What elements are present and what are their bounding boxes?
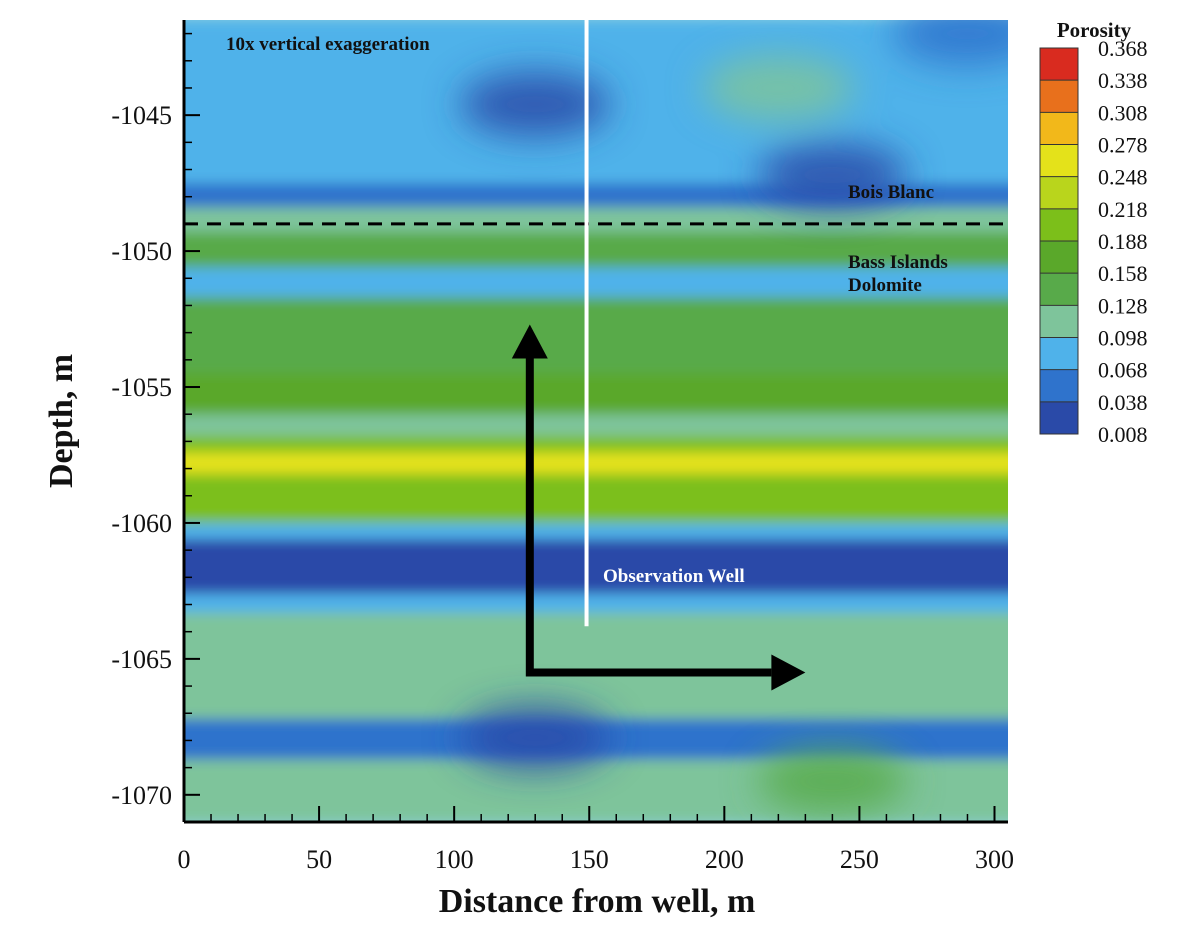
colorbar-swatch bbox=[1040, 273, 1078, 306]
y-tick-label: -1055 bbox=[111, 373, 172, 402]
porosity-band bbox=[184, 612, 1008, 719]
porosity-feature bbox=[892, 20, 1008, 66]
colorbar-level-label: 0.308 bbox=[1098, 100, 1148, 125]
colorbar-level-label: 0.338 bbox=[1098, 68, 1148, 93]
y-axis-title: Depth, m bbox=[43, 354, 80, 488]
porosity-band bbox=[184, 593, 1008, 613]
colorbar-swatch bbox=[1040, 144, 1078, 178]
porosity-band bbox=[184, 373, 1008, 415]
flow-arrow-head-up bbox=[511, 324, 548, 359]
y-tick-label: -1065 bbox=[111, 645, 172, 674]
x-tick-label: 250 bbox=[840, 845, 879, 874]
colorbar-level-label: 0.248 bbox=[1098, 165, 1148, 190]
porosity-band bbox=[184, 452, 1008, 475]
porosity-feature bbox=[757, 142, 908, 207]
x-tick-label: 200 bbox=[705, 845, 744, 874]
porosity-field-bands bbox=[184, 20, 1008, 822]
colorbar-swatch bbox=[1040, 48, 1078, 81]
colorbar-swatch bbox=[1040, 176, 1078, 210]
colorbar-swatch bbox=[1040, 241, 1078, 274]
y-tick-label: -1045 bbox=[111, 101, 172, 130]
x-tick-label: 300 bbox=[975, 845, 1014, 874]
porosity-field-features bbox=[460, 20, 1008, 814]
porosity-feature bbox=[757, 749, 908, 814]
axes: 0 50 100 150 200 250 300 -1045-1050-1055-1060-… bbox=[43, 20, 1014, 920]
flow-arrow-head-right bbox=[771, 654, 806, 691]
colorbar-level-label: 0.068 bbox=[1098, 358, 1148, 383]
x-tick-label: 50 bbox=[306, 845, 332, 874]
colorbar-swatch bbox=[1040, 305, 1078, 338]
porosity-band bbox=[184, 297, 1008, 374]
porosity-feature bbox=[460, 72, 611, 137]
observation-well-label: Observation Well bbox=[603, 566, 745, 587]
porosity-band bbox=[184, 474, 1008, 523]
colorbar-level-label: 0.218 bbox=[1098, 197, 1148, 222]
colorbar-level-label: 0.278 bbox=[1098, 133, 1148, 158]
colorbar-level-label: 0.008 bbox=[1098, 422, 1148, 447]
colorbar-level-label: 0.368 bbox=[1098, 36, 1148, 61]
y-tick-label: -1060 bbox=[111, 509, 172, 538]
porosity-band bbox=[184, 435, 1008, 453]
flow-arrow bbox=[525, 358, 772, 677]
x-tick-label: 100 bbox=[435, 845, 474, 874]
colorbar-level-label: 0.128 bbox=[1098, 293, 1148, 318]
y-axis-ticks: -1045 -1050 -1055 -1060 -1065 -1070 bbox=[111, 32, 200, 823]
colorbar-swatch bbox=[1040, 369, 1078, 403]
colorbar-level-label: 0.038 bbox=[1098, 390, 1148, 415]
colorbar: Porosity 0.3680.3380.3080.2780.2480.2180… bbox=[1039, 18, 1148, 447]
porosity-feature bbox=[460, 705, 611, 770]
colorbar-swatch bbox=[1040, 337, 1078, 371]
upper-unit-label: Bois Blanc bbox=[848, 182, 934, 203]
colorbar-labels: 0.368 0.338 0.308 0.278 0.248 0.218 0.188 0.158… bbox=[1098, 36, 1148, 447]
colorbar-level-label: 0.188 bbox=[1098, 229, 1148, 254]
lower-unit-label-line2: Dolomite bbox=[848, 275, 922, 296]
porosity-band bbox=[184, 207, 1008, 233]
porosity-band bbox=[184, 414, 1008, 436]
porosity-band bbox=[184, 539, 1008, 594]
porosity-band bbox=[184, 267, 1008, 298]
porosity-band bbox=[184, 232, 1008, 268]
colorbar-swatches bbox=[1039, 47, 1079, 435]
colorbar-title: Porosity bbox=[1057, 18, 1132, 42]
x-axis-ticks: 0 50 100 150 200 250 300 bbox=[178, 806, 1014, 874]
plot-area: 10x vertical exaggeration Bois Blanc Bas… bbox=[184, 20, 1008, 822]
colorbar-swatch bbox=[1040, 401, 1078, 435]
y-tick-label: -1070 bbox=[111, 781, 172, 810]
x-axis-title: Distance from well, m bbox=[439, 883, 756, 920]
colorbar-swatch bbox=[1040, 112, 1078, 145]
porosity-band bbox=[184, 522, 1008, 540]
lower-unit-label-line1: Bass Islands bbox=[848, 252, 948, 273]
x-tick-label: 150 bbox=[570, 845, 609, 874]
porosity-feature bbox=[703, 55, 854, 120]
colorbar-level-label: 0.158 bbox=[1098, 261, 1148, 286]
x-tick-label: 0 bbox=[178, 845, 191, 874]
colorbar-swatch bbox=[1040, 208, 1078, 242]
y-tick-label: -1050 bbox=[111, 237, 172, 266]
vertical-exaggeration-note: 10x vertical exaggeration bbox=[226, 34, 430, 55]
colorbar-level-label: 0.098 bbox=[1098, 326, 1148, 351]
colorbar-swatch bbox=[1040, 80, 1078, 113]
